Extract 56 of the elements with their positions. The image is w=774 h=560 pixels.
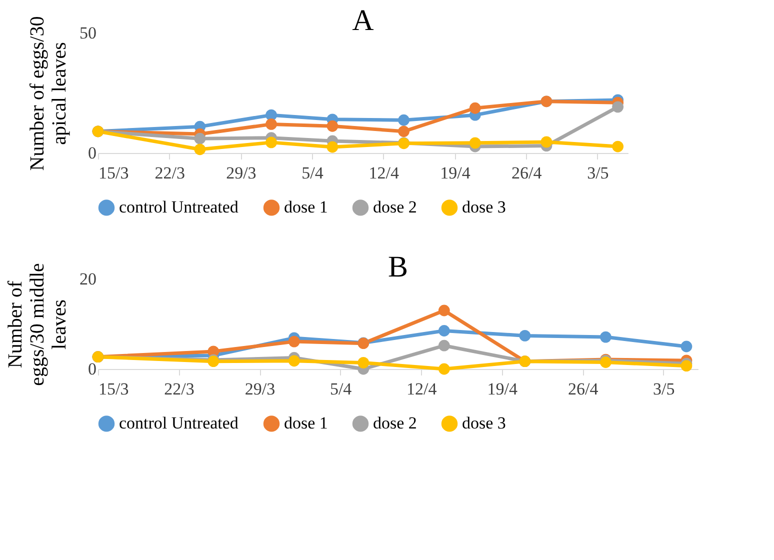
point <box>680 360 692 372</box>
point <box>194 144 206 156</box>
legend-label: dose 2 <box>373 198 417 217</box>
point <box>519 330 531 342</box>
x-tick-label: 3/5 <box>587 164 609 182</box>
legend-label: dose 1 <box>284 414 328 433</box>
x-tick-label: 5/4 <box>330 380 352 398</box>
x-tick-label: 15/3 <box>98 164 129 182</box>
x-tick-label: 12/4 <box>406 380 438 398</box>
x-tick-label: 12/4 <box>368 164 400 182</box>
legend-label: dose 3 <box>462 198 506 217</box>
point <box>600 331 612 343</box>
point <box>326 141 338 153</box>
point <box>398 126 410 138</box>
point <box>266 136 277 148</box>
point <box>358 357 370 368</box>
point <box>194 132 206 144</box>
point <box>326 120 338 132</box>
point <box>612 140 624 152</box>
x-tick-label: 5/4 <box>302 164 324 182</box>
point <box>612 101 624 113</box>
x-tick-label: 19/4 <box>440 164 471 182</box>
point <box>398 114 410 126</box>
y-tick-label: 0 <box>88 144 96 162</box>
x-tick-label: 29/3 <box>226 164 256 182</box>
point <box>288 355 300 367</box>
point <box>438 304 450 316</box>
x-tick-label: 19/4 <box>487 380 518 398</box>
point <box>469 137 481 149</box>
point <box>438 363 450 375</box>
x-tick-label: 29/3 <box>244 380 276 398</box>
point <box>438 340 450 352</box>
legend-label: control Untreated <box>119 198 239 217</box>
chart-title: A <box>352 4 374 37</box>
point <box>288 336 300 348</box>
legend-label: dose 3 <box>462 414 506 433</box>
point <box>540 136 552 148</box>
point <box>438 325 450 336</box>
x-tick-label: 26/4 <box>511 164 542 182</box>
point <box>680 340 692 352</box>
y-tick-label: 0 <box>88 360 96 378</box>
x-tick-label: 26/4 <box>568 380 599 398</box>
legend-label: dose 2 <box>373 414 417 433</box>
chart-title: B <box>388 250 408 284</box>
legend-label: control Untreated <box>119 414 239 433</box>
point <box>469 102 481 114</box>
x-tick-label: 22/3 <box>154 164 185 182</box>
x-tick-label: 15/3 <box>98 380 129 398</box>
y-axis-title: Number of eggs/30 middle leaves <box>4 262 70 386</box>
x-tick-label: 22/3 <box>164 380 194 398</box>
legend-label: dose 1 <box>284 198 328 217</box>
point <box>266 118 277 130</box>
y-axis-title: Number of eggs/30 apical leaves <box>26 16 70 171</box>
y-tick-label: 50 <box>80 24 96 42</box>
y-tick-label: 20 <box>80 270 96 288</box>
x-tick-label: 3/5 <box>653 380 675 398</box>
